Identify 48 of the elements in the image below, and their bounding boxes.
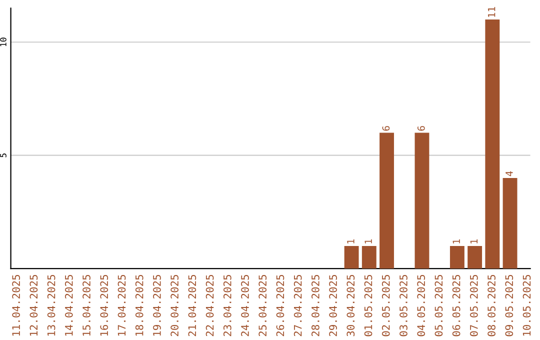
x-tick-label: 11.04.2025 xyxy=(12,274,20,336)
data-label: 1 xyxy=(364,239,372,244)
bar xyxy=(468,246,482,269)
x-tick-label: 25.04.2025 xyxy=(258,274,267,336)
x-tick-label: 24.04.2025 xyxy=(241,274,249,336)
x-tick-label: 19.04.2025 xyxy=(153,274,161,336)
x-tick-label: 07.05.2025 xyxy=(470,274,478,336)
y-tick-label: 10 xyxy=(0,38,6,46)
data-label: 1 xyxy=(347,239,354,244)
x-tick-label: 15.04.2025 xyxy=(82,274,90,336)
x-tick-label: 18.04.2025 xyxy=(135,274,144,336)
x-tick-label: 28.04.2025 xyxy=(311,274,320,336)
data-label: 4 xyxy=(506,171,513,176)
x-tick-label: 21.04.2025 xyxy=(188,274,196,336)
x-tick-label: 22.04.2025 xyxy=(206,274,214,336)
x-tick-label: 09.05.2025 xyxy=(505,274,514,336)
x-tick-label: 20.04.2025 xyxy=(170,274,178,336)
data-label: 1 xyxy=(470,239,478,244)
data-label: 1 xyxy=(452,239,460,244)
x-tick-label: 06.05.2025 xyxy=(452,274,460,336)
x-tick-label: 04.05.2025 xyxy=(417,274,426,336)
data-label: 6 xyxy=(417,126,425,131)
x-tick-label: 30.04.2025 xyxy=(346,274,355,336)
x-tick-label: 17.04.2025 xyxy=(118,274,126,336)
bar xyxy=(414,132,430,269)
x-tick-label: 12.04.2025 xyxy=(30,274,38,336)
bar xyxy=(362,246,376,269)
x-tick-label: 14.04.2025 xyxy=(64,274,73,336)
bar xyxy=(380,132,394,269)
x-tick-label: 29.04.2025 xyxy=(329,274,337,336)
x-tick-label: 03.05.2025 xyxy=(400,274,408,336)
y-tick-label: 5 xyxy=(0,154,6,158)
x-tick-label: 02.05.2025 xyxy=(382,274,390,336)
x-tick-label: 13.04.2025 xyxy=(47,274,56,336)
x-tick-label: 05.05.2025 xyxy=(434,274,443,336)
bar xyxy=(344,246,359,269)
bar xyxy=(502,178,518,269)
x-tick-label: 16.04.2025 xyxy=(100,274,108,336)
x-tick-label: 01.05.2025 xyxy=(364,274,372,336)
x-tick-label: 26.04.2025 xyxy=(276,274,284,336)
bar xyxy=(450,246,464,269)
x-tick-label: 23.04.2025 xyxy=(223,274,232,336)
x-tick-label: 27.04.2025 xyxy=(294,274,302,336)
x-tick-label: 10.05.2025 xyxy=(522,274,531,336)
data-label: 11 xyxy=(488,7,496,17)
data-label: 6 xyxy=(382,126,390,131)
bar xyxy=(485,19,500,269)
x-tick-label: 08.05.2025 xyxy=(488,274,496,336)
